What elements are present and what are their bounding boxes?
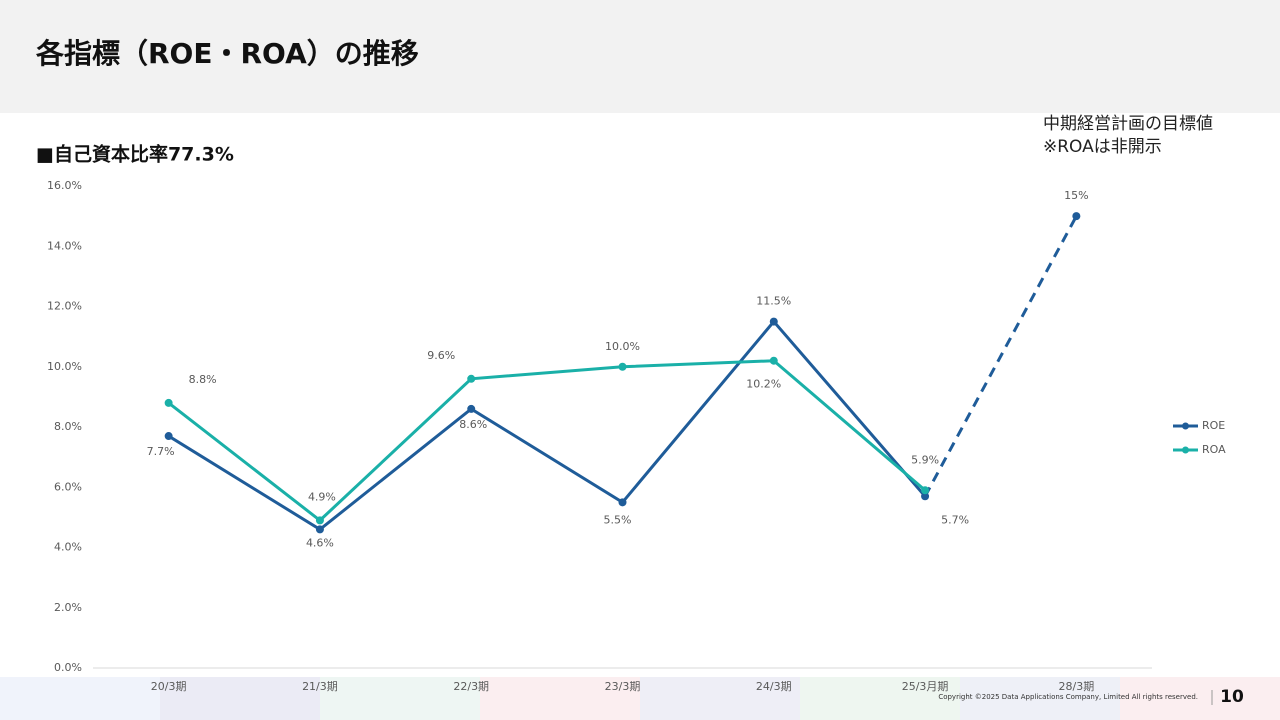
data-label: 5.9% <box>911 453 939 466</box>
page-title: 各指標（ROE・ROA）の推移 <box>35 37 419 70</box>
legend-marker <box>1182 422 1189 430</box>
data-label: 4.6% <box>306 536 334 549</box>
y-tick-label: 10.0% <box>47 360 82 373</box>
y-tick-label: 14.0% <box>47 239 82 252</box>
y-tick-label: 4.0% <box>54 541 82 554</box>
data-point <box>921 486 930 495</box>
x-tick-label: 25/3月期 <box>902 680 949 693</box>
data-point <box>164 432 173 441</box>
data-label: 5.7% <box>941 513 969 526</box>
legend-marker <box>1182 446 1189 454</box>
x-tick-label: 21/3期 <box>302 680 338 693</box>
series-line <box>167 319 927 532</box>
data-label: 5.5% <box>604 513 632 526</box>
data-label: 11.5% <box>756 295 791 308</box>
data-point <box>769 317 778 326</box>
data-label: 7.7% <box>147 445 175 458</box>
footer-strip <box>0 677 1280 720</box>
x-tick-label: 24/3期 <box>756 680 792 693</box>
y-tick-label: 16.0% <box>47 179 82 192</box>
data-label: 8.8% <box>189 373 217 386</box>
series-line <box>167 359 927 523</box>
data-label: 15% <box>1064 189 1088 202</box>
series-line <box>923 215 1078 498</box>
x-tick-label: 22/3期 <box>453 680 489 693</box>
data-point <box>467 374 476 383</box>
data-point <box>315 516 324 525</box>
x-tick-label: 28/3期 <box>1059 680 1095 693</box>
data-label: 8.6% <box>459 418 487 431</box>
data-point <box>1072 212 1081 221</box>
y-tick-label: 12.0% <box>47 300 82 313</box>
data-point <box>769 356 778 365</box>
header-band <box>0 0 1280 113</box>
data-point <box>921 492 930 501</box>
y-tick-label: 6.0% <box>54 480 82 493</box>
data-label: 10.0% <box>605 340 640 353</box>
page-number: 10 <box>1220 687 1244 707</box>
y-tick-label: 8.0% <box>54 420 82 433</box>
data-label: 10.2% <box>746 378 781 391</box>
subtitle: ■自己資本比率77.3% <box>36 143 234 166</box>
x-tick-label: 20/3期 <box>151 680 187 693</box>
y-tick-label: 2.0% <box>54 601 82 614</box>
data-point <box>618 498 627 507</box>
annotation: ※ROAは非開示 <box>1043 137 1162 157</box>
data-point <box>164 398 173 407</box>
data-label: 9.6% <box>427 349 455 362</box>
data-point <box>618 362 627 371</box>
data-label: 4.9% <box>308 490 336 503</box>
y-tick-label: 0.0% <box>54 661 82 674</box>
legend-label: ROE <box>1202 419 1225 432</box>
x-tick-label: 23/3期 <box>605 680 641 693</box>
annotation: 中期経営計画の目標値 <box>1043 114 1213 134</box>
copyright: Copyright ©2025 Data Applications Compan… <box>938 693 1198 701</box>
data-point <box>467 404 476 413</box>
data-point <box>315 525 324 534</box>
legend-label: ROA <box>1202 443 1226 456</box>
